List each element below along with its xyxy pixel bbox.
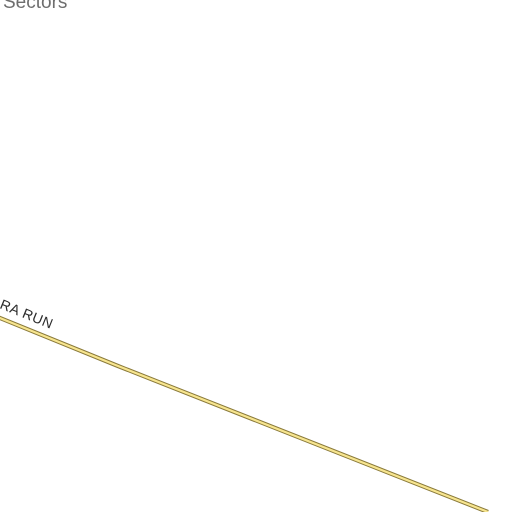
road-name-label: RA RUN	[0, 296, 56, 332]
area-label: Sectors	[3, 0, 67, 13]
road-line[interactable]	[0, 316, 489, 512]
